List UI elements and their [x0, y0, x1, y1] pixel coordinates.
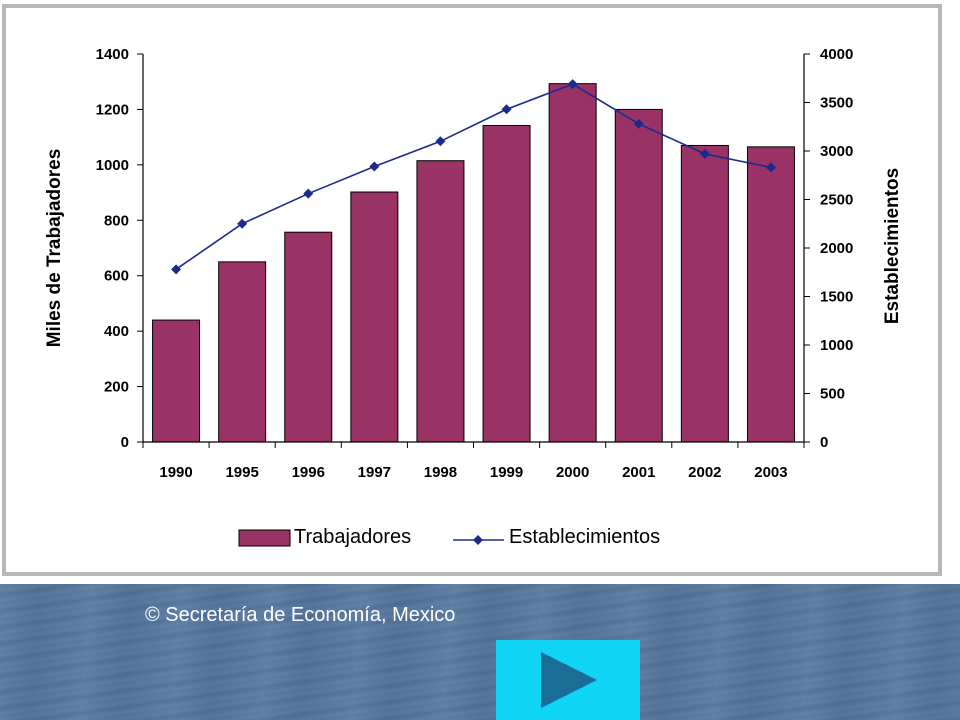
legend-marker [473, 535, 483, 545]
x-tick-label: 1998 [424, 464, 457, 481]
bar-2000 [548, 83, 597, 443]
x-tick-label: 2000 [556, 464, 589, 481]
bar-1997 [350, 191, 399, 443]
point-2000 [567, 79, 578, 90]
point-1996 [303, 188, 314, 199]
y-axis-left-title: Miles de Trabajadores [44, 149, 65, 348]
y-left-tick-label: 1000 [96, 157, 129, 174]
y-right-tick-label: 3500 [820, 95, 853, 112]
chart-frame: 0 200 400 600 800 1000 1200 1400 0 500 1000 1500 200… [2, 4, 942, 576]
point-1997 [369, 161, 380, 172]
y-left-tick-label: 600 [104, 268, 129, 285]
y-right-tick-label: 1500 [820, 289, 853, 306]
point-2003 [765, 162, 776, 173]
legend-label-bar: Trabajadores [294, 526, 411, 548]
y-right-tick-label: 2000 [820, 240, 853, 257]
bar-1990 [152, 319, 201, 443]
point-2001 [633, 118, 644, 129]
point-1999 [501, 104, 512, 115]
y-right-tick-label: 1000 [820, 337, 853, 354]
legend-label-line: Establecimientos [509, 526, 660, 548]
x-tick-label: 1990 [159, 464, 192, 481]
point-2002 [699, 148, 710, 159]
y-left-tick-label: 800 [104, 212, 129, 229]
bar-1995 [218, 261, 267, 443]
footer-band [0, 584, 960, 720]
y-right-tick-label: 2500 [820, 192, 853, 209]
y-axis-right-title: Establecimientos [882, 168, 903, 324]
point-1998 [435, 136, 446, 147]
y-left-tick-label: 200 [104, 379, 129, 396]
bar-1999 [482, 125, 531, 443]
bar-2003 [746, 146, 795, 443]
x-tick-label: 1997 [358, 464, 391, 481]
y-left-tick-label: 1400 [96, 46, 129, 63]
x-tick-label: 1995 [225, 464, 258, 481]
y-left-tick-label: 0 [121, 434, 129, 451]
y-right-tick-label: 4000 [820, 46, 853, 63]
play-triangle-icon [541, 652, 597, 708]
x-tick-label: 2003 [754, 464, 787, 481]
bar-1998 [416, 160, 465, 443]
x-tick-label: 1999 [490, 464, 523, 481]
x-tick-label: 1996 [292, 464, 325, 481]
y-right-tick-label: 500 [820, 386, 845, 403]
y-right-tick-label: 0 [820, 434, 828, 451]
line-establecimientos [175, 83, 772, 270]
point-1995 [237, 218, 248, 229]
y-left-tick-label: 400 [104, 323, 129, 340]
chart: 0 200 400 600 800 1000 1200 1400 0 500 1000 1500 200… [44, 46, 903, 548]
copyright-text: © Secretaría de Economía, Mexico [145, 604, 456, 626]
x-tick-label: 2002 [688, 464, 721, 481]
bar-1996 [284, 231, 333, 443]
next-slide-button[interactable] [496, 640, 640, 720]
bar-2001 [614, 108, 663, 443]
x-tick-label: 2001 [622, 464, 655, 481]
y-left-tick-label: 1200 [96, 101, 129, 118]
point-1990 [171, 264, 182, 275]
y-right-tick-label: 3000 [820, 143, 853, 160]
bar-2002 [680, 144, 729, 443]
legend-swatch-bar [238, 529, 291, 547]
